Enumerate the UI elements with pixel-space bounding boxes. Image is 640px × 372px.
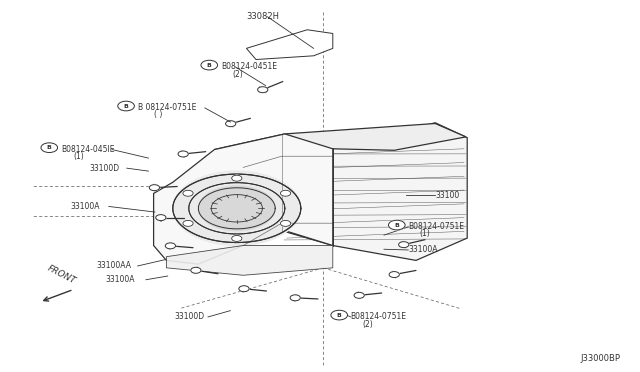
Text: 33100D: 33100D	[174, 312, 204, 321]
Text: (2): (2)	[362, 320, 373, 329]
Circle shape	[389, 272, 399, 278]
Circle shape	[258, 87, 268, 93]
Text: ( ): ( )	[154, 110, 162, 119]
Circle shape	[354, 292, 364, 298]
Circle shape	[156, 215, 166, 221]
Text: J33000BP: J33000BP	[581, 354, 621, 363]
Circle shape	[232, 235, 242, 241]
Text: (1): (1)	[74, 153, 84, 161]
Circle shape	[232, 175, 242, 181]
Circle shape	[399, 242, 409, 248]
Text: B: B	[124, 103, 129, 109]
Circle shape	[41, 143, 58, 153]
Circle shape	[191, 267, 201, 273]
Text: B: B	[207, 62, 212, 68]
Text: B: B	[47, 145, 52, 150]
Circle shape	[183, 190, 193, 196]
Circle shape	[178, 151, 188, 157]
Circle shape	[280, 190, 291, 196]
Text: (2): (2)	[232, 70, 243, 79]
Text: FRONT: FRONT	[46, 264, 77, 286]
Text: 33100D: 33100D	[90, 164, 120, 173]
Circle shape	[331, 310, 348, 320]
Polygon shape	[154, 134, 333, 264]
Text: 33082H: 33082H	[246, 12, 280, 21]
Circle shape	[165, 243, 175, 249]
Polygon shape	[246, 30, 333, 60]
Text: 33100A: 33100A	[70, 202, 100, 211]
Circle shape	[173, 171, 301, 246]
Circle shape	[118, 101, 134, 111]
Polygon shape	[166, 246, 333, 275]
Circle shape	[201, 60, 218, 70]
Text: B: B	[337, 312, 342, 318]
Circle shape	[290, 295, 300, 301]
Text: B08124-0451E: B08124-0451E	[221, 62, 276, 71]
Circle shape	[388, 220, 405, 230]
Circle shape	[225, 121, 236, 126]
Text: 33100: 33100	[435, 191, 460, 200]
Text: 33100AA: 33100AA	[96, 262, 131, 270]
Text: B: B	[394, 222, 399, 228]
Text: B08124-0751E: B08124-0751E	[408, 222, 465, 231]
Text: 33100A: 33100A	[106, 275, 135, 284]
Text: B 08124-0751E: B 08124-0751E	[138, 103, 196, 112]
Circle shape	[183, 220, 193, 226]
Text: 33100A: 33100A	[408, 246, 438, 254]
Polygon shape	[214, 124, 466, 150]
Circle shape	[198, 186, 275, 231]
Text: B08124-045lE: B08124-045lE	[61, 145, 115, 154]
Text: B08124-0751E: B08124-0751E	[351, 312, 407, 321]
Polygon shape	[282, 123, 467, 260]
Circle shape	[149, 185, 159, 190]
Circle shape	[239, 286, 249, 292]
Text: (1): (1)	[420, 229, 431, 238]
Circle shape	[280, 220, 291, 226]
